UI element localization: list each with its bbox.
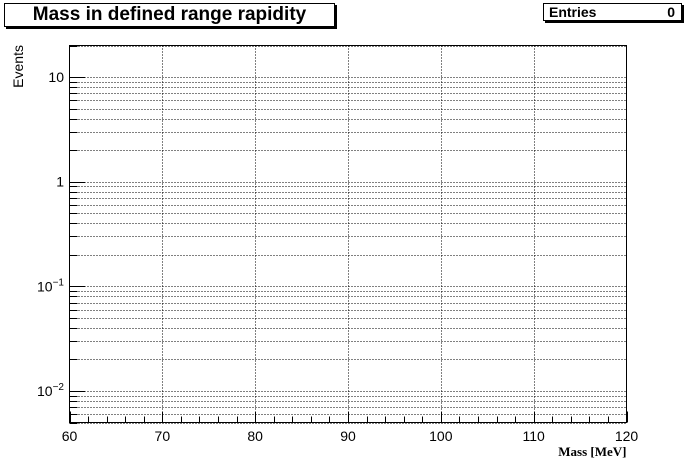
y-axis-label: Events bbox=[10, 45, 26, 88]
x-axis-label: Mass [MeV] bbox=[558, 444, 626, 459]
y-tick-label: 10 bbox=[48, 69, 64, 85]
ticks-layer bbox=[69, 46, 628, 424]
x-tick-label: 100 bbox=[429, 428, 453, 444]
x-tick-label: 60 bbox=[62, 428, 78, 444]
x-tick-label: 80 bbox=[247, 428, 263, 444]
labels-layer: 60 70 80 90 100 110 120 10 1 10−1 10−2 Mass [MeV] Ev… bbox=[10, 45, 638, 459]
x-tick-label: 70 bbox=[155, 428, 171, 444]
grid-layer bbox=[69, 45, 627, 424]
y-tick-label: 10−1 bbox=[37, 277, 64, 294]
y-tick-label: 10−2 bbox=[37, 382, 64, 399]
stats-entries-label: Entries bbox=[549, 4, 597, 20]
x-tick-label: 110 bbox=[523, 428, 546, 444]
chart-title: Mass in defined range rapidity bbox=[4, 3, 335, 27]
x-tick-label: 120 bbox=[615, 428, 639, 444]
stats-entries-value: 0 bbox=[667, 4, 675, 20]
y-tick-label: 1 bbox=[56, 174, 64, 190]
x-tick-label: 90 bbox=[340, 428, 356, 444]
stats-box: Entries 0 bbox=[543, 3, 682, 21]
plot-frame bbox=[69, 45, 627, 423]
